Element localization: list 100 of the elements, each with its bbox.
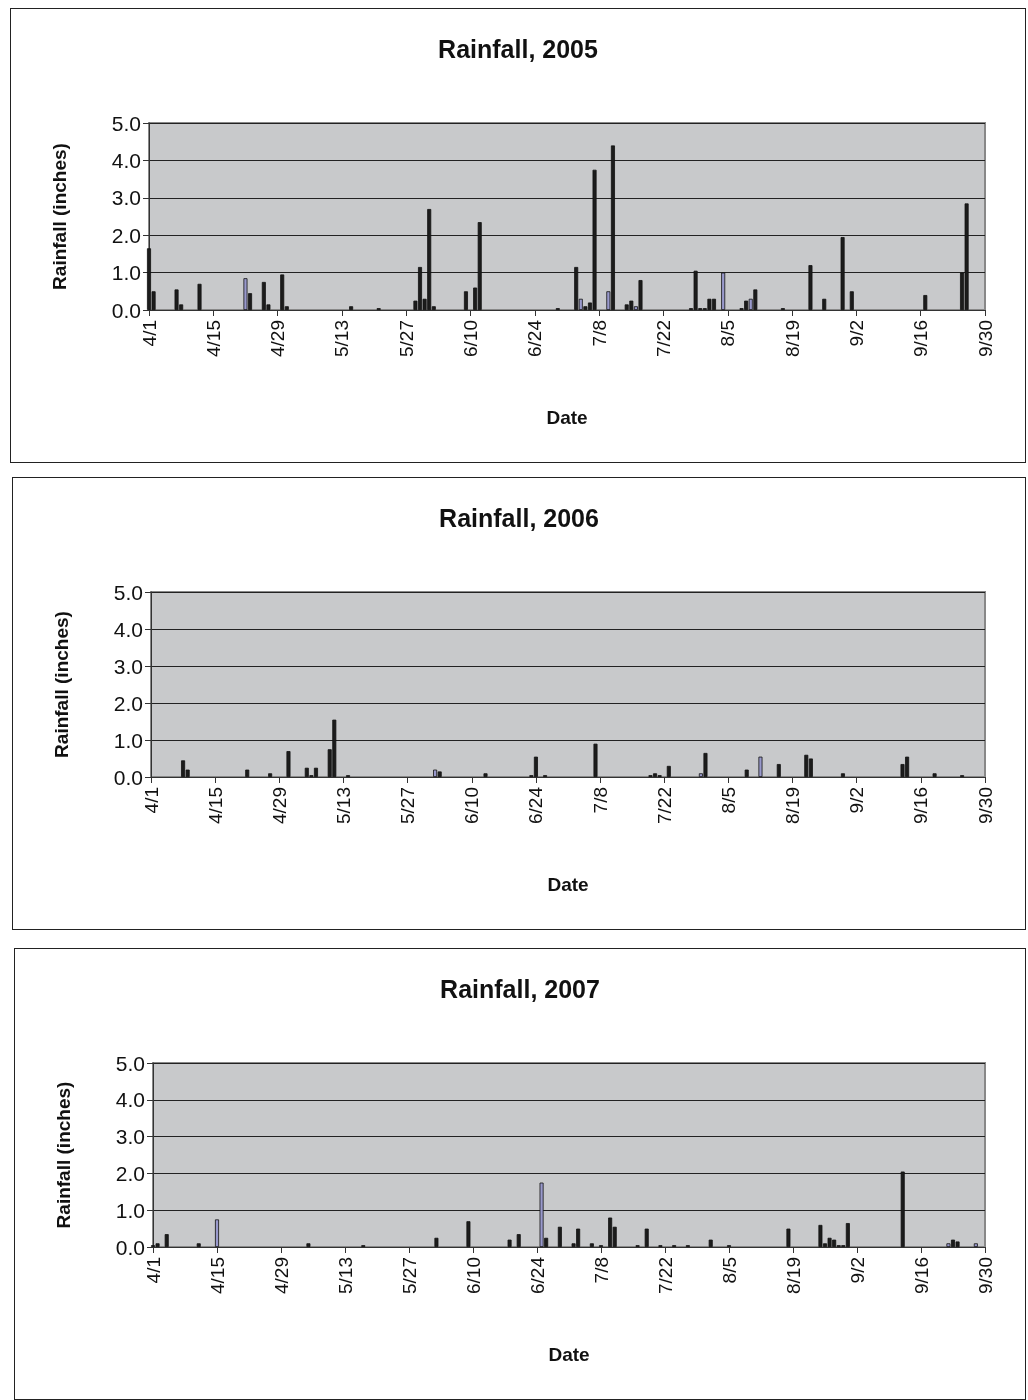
x-tick-label: 7/8 — [589, 787, 611, 814]
bar — [593, 743, 598, 777]
bar — [437, 771, 442, 777]
bar — [507, 1239, 512, 1247]
bar — [973, 1243, 978, 1247]
x-tick-label: 9/2 — [846, 787, 868, 814]
x-tick-label: 6/24 — [524, 319, 546, 357]
bar — [711, 298, 716, 310]
x-tick-label: 4/1 — [142, 1257, 164, 1284]
bar — [744, 769, 749, 777]
bar — [849, 291, 854, 310]
bar — [466, 1221, 471, 1247]
bar — [932, 773, 937, 777]
x-tick-label: 7/8 — [588, 320, 610, 347]
x-tick-label: 9/16 — [910, 1257, 932, 1294]
x-tick-label: 8/5 — [717, 787, 739, 814]
x-tick-label: 8/19 — [782, 787, 804, 824]
chart-title: Rainfall, 2005 — [438, 34, 598, 63]
bar — [822, 298, 827, 310]
x-tick-label: 9/30 — [974, 787, 996, 824]
y-tick-label: 4.0 — [115, 1088, 145, 1112]
x-tick-label: 8/5 — [717, 320, 739, 347]
x-tick-label: 4/15 — [204, 787, 226, 824]
x-tick-label: 4/15 — [202, 320, 224, 357]
bar — [181, 760, 186, 777]
x-tick-label: 6/24 — [525, 786, 547, 824]
bar — [708, 1239, 713, 1247]
x-tick-label: 6/24 — [526, 1256, 548, 1294]
bar — [483, 773, 488, 777]
x-tick-label: 9/30 — [974, 320, 996, 357]
x-tick-label: 5/27 — [397, 787, 419, 824]
x-tick-label: 4/29 — [270, 1257, 292, 1294]
bar — [286, 751, 291, 777]
bar — [197, 283, 202, 310]
x-tick-label: 5/13 — [334, 1257, 356, 1294]
x-axis-title: Date — [548, 1344, 590, 1365]
bar — [174, 289, 179, 310]
y-tick-label: 4.0 — [113, 617, 143, 641]
x-tick-label: 7/22 — [652, 320, 674, 357]
y-axis-title: Rainfall (inches) — [53, 1081, 74, 1229]
y-tick-label: 3.0 — [111, 186, 141, 210]
x-tick-label: 5/13 — [331, 320, 353, 357]
x-tick-label: 9/30 — [974, 1257, 996, 1294]
x-tick-label: 6/10 — [461, 787, 483, 824]
bar — [557, 1226, 562, 1247]
bar — [539, 1182, 544, 1247]
bar — [215, 1219, 219, 1247]
bar — [196, 1243, 201, 1247]
bar — [758, 756, 763, 777]
bar — [776, 764, 781, 777]
bar — [845, 1223, 850, 1247]
x-tick-label: 5/27 — [398, 1257, 420, 1294]
x-tick-label: 7/22 — [654, 1257, 676, 1294]
chart-title: Rainfall, 2006 — [439, 503, 599, 532]
y-tick-label: 3.0 — [115, 1125, 145, 1149]
bar — [946, 1243, 951, 1247]
y-axis-title: Rainfall (inches) — [49, 143, 70, 290]
x-tick-label: 8/19 — [782, 1257, 804, 1294]
bar — [243, 278, 248, 310]
bar — [589, 1243, 594, 1247]
bar — [433, 769, 438, 777]
bar — [818, 1224, 823, 1247]
x-tick-label: 8/5 — [718, 1257, 740, 1284]
bar — [533, 756, 538, 777]
x-tick-label: 4/29 — [268, 787, 290, 824]
bar — [840, 773, 845, 777]
bar — [245, 769, 250, 777]
x-axis-title: Date — [546, 407, 588, 428]
bar — [608, 1217, 613, 1247]
y-axis-title: Rainfall (inches) — [51, 611, 72, 758]
x-axis-title: Date — [547, 874, 589, 895]
y-tick-label: 0.0 — [115, 1235, 145, 1259]
x-tick-label: 4/1 — [140, 787, 162, 814]
x-tick-label: 7/22 — [653, 787, 675, 824]
x-tick-label: 9/2 — [846, 1257, 868, 1284]
y-tick-label: 2.0 — [115, 1161, 145, 1185]
x-tick-label: 4/29 — [267, 320, 289, 357]
x-tick-label: 9/2 — [845, 320, 867, 347]
x-tick-label: 5/27 — [395, 320, 417, 357]
bar — [434, 1237, 439, 1247]
x-tick-label: 8/19 — [781, 320, 803, 357]
y-tick-label: 3.0 — [113, 654, 143, 678]
bar — [638, 280, 643, 310]
bar — [721, 272, 726, 310]
y-tick-label: 5.0 — [115, 1051, 145, 1075]
y-tick-label: 5.0 — [113, 580, 143, 604]
x-tick-label: 6/10 — [460, 320, 482, 357]
x-tick-label: 7/8 — [590, 1257, 612, 1284]
bar — [827, 1237, 832, 1247]
bar — [923, 295, 928, 310]
y-tick-label: 5.0 — [111, 111, 141, 135]
x-tick-label: 9/16 — [910, 787, 932, 824]
bar — [707, 298, 712, 310]
y-tick-label: 0.0 — [113, 765, 143, 789]
bar — [644, 1228, 649, 1247]
bar — [955, 1241, 960, 1247]
y-tick-label: 1.0 — [113, 728, 143, 752]
y-tick-label: 4.0 — [111, 148, 141, 172]
bar — [808, 758, 813, 777]
x-tick-label: 4/1 — [138, 320, 160, 347]
